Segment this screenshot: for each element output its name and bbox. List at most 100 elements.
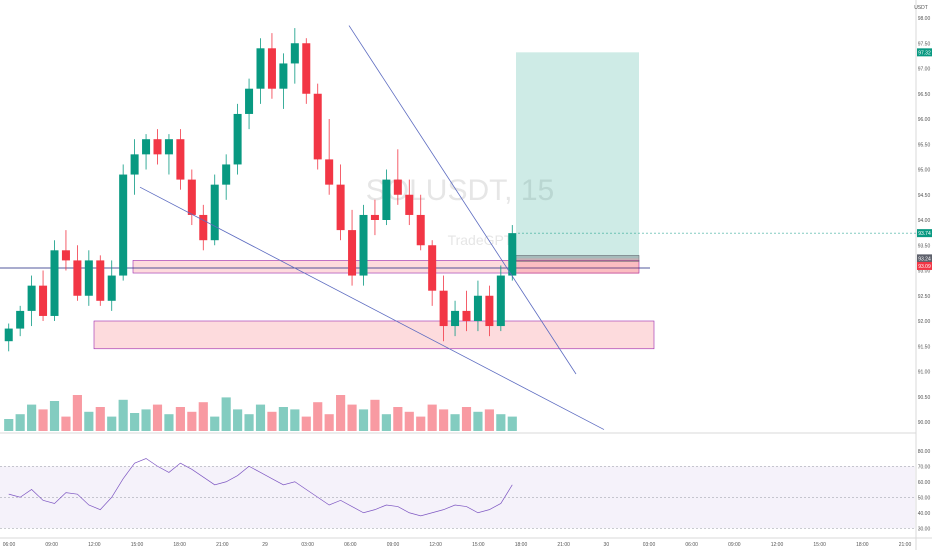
time-tick-label: 03:00 (643, 542, 656, 548)
rsi-tick-label: 30.00 (918, 526, 931, 532)
candle-body (267, 48, 276, 89)
volume-bar (473, 411, 483, 431)
price-badge-label: 93.24 (918, 256, 931, 262)
volume-bar (4, 419, 14, 431)
candle-body (405, 194, 414, 215)
volume-bar (210, 416, 220, 431)
drawing-zones (0, 232, 916, 350)
volume-bar (404, 411, 414, 431)
time-tick-label: 18:00 (173, 542, 186, 548)
volume-bar (313, 402, 323, 431)
volume-bar (381, 414, 391, 431)
candle-body (302, 43, 311, 94)
volume-bars (4, 395, 517, 431)
price-badge-label: 93.09 (918, 264, 931, 270)
price-tick-label: 93.50 (918, 243, 931, 249)
price-tick-label: 97.00 (918, 67, 931, 73)
candle-body (61, 250, 70, 261)
price-tick-label: 96.50 (918, 92, 931, 98)
time-tick-label: 15:00 (813, 542, 826, 548)
candle-body (485, 295, 494, 327)
candle-body (336, 184, 345, 231)
time-tick-label: 12:00 (88, 542, 101, 548)
volume-bar (427, 404, 437, 431)
candle-body (27, 285, 36, 311)
price-tick-label: 98.00 (918, 16, 931, 22)
time-tick-label: 15:00 (472, 542, 485, 548)
candle-body (245, 88, 254, 114)
volume-bar (49, 401, 60, 431)
price-tick-label: 94.50 (918, 193, 931, 199)
volume-bar (233, 409, 243, 431)
volume-bar (15, 414, 25, 431)
volume-bar (84, 411, 94, 431)
time-tick-label: 18:00 (856, 542, 869, 548)
candle-body (130, 154, 139, 175)
position-stop-area (516, 258, 639, 274)
long-position-tool[interactable] (515, 52, 640, 274)
currency-label: USDT (914, 5, 928, 11)
trendlines[interactable] (139, 25, 605, 430)
price-tick-label: 94.00 (918, 218, 931, 224)
time-tick-label: 30 (604, 542, 610, 548)
time-tick-label: 06:00 (3, 542, 16, 548)
price-badge-label: 93.74 (918, 231, 931, 237)
position-entry-band (515, 255, 640, 262)
price-badge (917, 48, 932, 57)
volume-bar (358, 409, 369, 431)
price-tick-label: 90.00 (918, 420, 931, 426)
candle-body (348, 230, 357, 276)
price-tick-label: 96.00 (918, 117, 931, 123)
time-tick-label: 03:00 (301, 542, 314, 548)
volume-bar (416, 416, 426, 431)
time-tick-label: 18:00 (515, 542, 528, 548)
rsi-tick-label: 50.00 (918, 495, 931, 501)
price-tick-label: 91.50 (918, 344, 931, 350)
candles (4, 28, 517, 352)
position-target-area (516, 52, 639, 259)
price-tick-label: 90.50 (918, 395, 931, 401)
volume-bar (198, 402, 208, 431)
volume-bar (72, 395, 82, 431)
candle-body (416, 214, 425, 246)
volume-bar (461, 407, 472, 431)
time-tick-label: 06:00 (344, 542, 357, 548)
volume-bar (484, 409, 494, 431)
candle-body (313, 93, 322, 160)
time-tick-label: 12:00 (429, 542, 442, 548)
candle-body (210, 184, 219, 241)
price-tick-label: 91.00 (918, 370, 931, 376)
volume-bar (130, 413, 140, 431)
rsi-tick-label: 60.00 (918, 480, 931, 486)
volume-bar (393, 407, 403, 431)
time-tick-label: 09:00 (45, 542, 58, 548)
candle-body (439, 290, 448, 327)
price-tick-label: 92.00 (918, 319, 931, 325)
price-tick-label: 93.00 (918, 269, 931, 275)
candle-body (393, 179, 402, 195)
candle-body (473, 295, 482, 321)
candle-body (222, 164, 231, 185)
candle-body (107, 275, 116, 301)
time-tick-label: 09:00 (387, 542, 400, 548)
candle-body (84, 260, 93, 296)
candle-body (119, 174, 128, 276)
candle-body (508, 233, 517, 276)
volume-bar (301, 416, 311, 431)
candle-body (96, 260, 105, 301)
price-badge (917, 254, 932, 263)
candle-body (290, 43, 299, 64)
volume-bar (496, 414, 506, 431)
candle-body (199, 214, 208, 241)
volume-bar (61, 416, 71, 431)
time-tick-label: 09:00 (728, 542, 741, 548)
support-trendline (139, 186, 605, 430)
volume-bar (347, 404, 357, 431)
candle-body (256, 48, 265, 89)
volume-bar (27, 404, 37, 431)
time-tick-label: 29 (262, 542, 268, 548)
volume-bar (152, 404, 163, 431)
candle-body (187, 179, 196, 215)
